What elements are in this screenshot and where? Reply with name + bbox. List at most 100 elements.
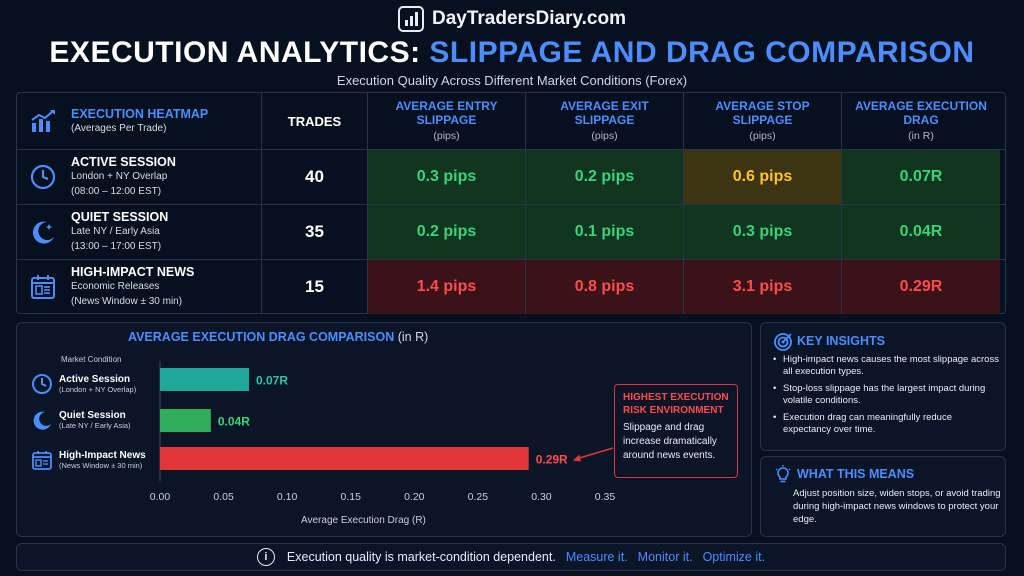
trades-cell: 15: [262, 260, 368, 314]
metric-cell: 0.29R: [842, 260, 1000, 314]
metric-label: AVERAGE EXECUTION: [855, 99, 987, 113]
page-subtitle: Execution Quality Across Different Marke…: [336, 73, 688, 88]
callout-title-line: RISK ENVIRONMENT: [623, 405, 724, 416]
insights-list: High-impact news causes the most slippag…: [773, 354, 1001, 441]
data-label: 0.29R: [536, 453, 568, 467]
row-sub: Economic Releases: [71, 281, 160, 292]
moon-icon: [32, 221, 54, 244]
metric-unit: (pips): [433, 130, 460, 142]
metric-unit: (pips): [749, 130, 776, 142]
metric-label: AVERAGE ENTRY: [395, 99, 498, 113]
chart-trend-icon: [31, 110, 55, 132]
metric-cell: 0.2 pips: [368, 205, 526, 259]
execution-heatmap-table: EXECUTION HEATMAP (Averages Per Trade) T…: [16, 92, 1006, 314]
category-sub: (London + NY Overlap): [59, 385, 137, 394]
brand-name: DayTradersDiary.com: [432, 8, 626, 29]
metric-cell: 0.6 pips: [684, 150, 842, 204]
metric-header-drag: AVERAGE EXECUTION DRAG (in R): [842, 93, 1000, 149]
callout-body-line: around news events.: [623, 450, 716, 461]
row-sub: London + NY Overlap: [71, 171, 168, 182]
metric-label: DRAG: [903, 113, 939, 127]
callout-arrow: [577, 447, 614, 460]
key-insights-panel: KEY INSIGHTS High-impact news causes the…: [760, 322, 1006, 451]
bar: [160, 447, 529, 470]
footer-highlight: Optimize it.: [702, 550, 766, 564]
title-part2: SLIPPAGE AND DRAG COMPARISON: [429, 36, 975, 69]
row-label-cell: HIGH-IMPACT NEWS Economic Releases (News…: [17, 260, 262, 314]
metric-label: AVERAGE EXIT: [560, 99, 649, 113]
row-title: HIGH-IMPACT NEWS: [71, 265, 195, 279]
heatmap-subtitle: (Averages Per Trade): [71, 122, 167, 134]
metric-header-entry: AVERAGE ENTRY SLIPPAGE (pips): [368, 93, 526, 149]
metric-cell: 0.2 pips: [526, 150, 684, 204]
what-this-means-title: WHAT THIS MEANS: [797, 467, 915, 481]
category-title: Quiet Session: [59, 410, 126, 421]
metric-cell: 0.3 pips: [368, 150, 526, 204]
metric-label: SLIPPAGE: [732, 113, 793, 127]
what-this-means-body: Adjust position size, widen stops, or av…: [793, 488, 1001, 525]
x-tick-label: 0.05: [213, 491, 234, 503]
risk-callout: HIGHEST EXECUTION RISK ENVIRONMENT Slipp…: [614, 384, 738, 478]
chart-title-suffix: (in R): [397, 330, 429, 344]
info-icon: i: [256, 548, 275, 566]
metric-unit: (pips): [591, 130, 618, 142]
row-label-cell: QUIET SESSION Late NY / Early Asia (13:0…: [17, 205, 262, 259]
footer-lead: Execution quality is market-condition de…: [286, 550, 556, 564]
metric-cell: 0.8 pips: [526, 260, 684, 314]
row-sub: (08:00 – 12:00 EST): [71, 186, 162, 197]
data-label: 0.07R: [256, 374, 288, 388]
metric-label: SLIPPAGE: [574, 113, 635, 127]
drag-comparison-chart-panel: AVERAGE EXECUTION DRAG COMPARISON (in R)…: [16, 322, 752, 537]
bar-chart-logo-icon: [398, 6, 424, 32]
clock-icon: [32, 374, 52, 394]
table-row: ACTIVE SESSION London + NY Overlap (08:0…: [17, 150, 1005, 205]
target-icon: [774, 333, 792, 351]
calendar-icon: [31, 275, 55, 299]
callout-title-line: HIGHEST EXECUTION: [623, 392, 729, 403]
list-item: High-impact news causes the most slippag…: [773, 354, 1001, 378]
bar: [160, 368, 249, 391]
heatmap-header-cell: EXECUTION HEATMAP (Averages Per Trade): [17, 93, 262, 149]
brand-header: DayTradersDiary.com: [0, 6, 1024, 32]
page-title: EXECUTION ANALYTICS: SLIPPAGE AND DRAG C…: [0, 36, 1024, 70]
footer-banner: i Execution quality is market-condition …: [16, 543, 1006, 571]
category-sub: (News Window ± 30 min): [59, 461, 143, 470]
category-label: High-Impact News (News Window ± 30 min): [31, 449, 146, 471]
metric-cell: 0.3 pips: [684, 205, 842, 259]
category-sub: (Late NY / Early Asia): [59, 421, 131, 430]
metric-header-exit: AVERAGE EXIT SLIPPAGE (pips): [526, 93, 684, 149]
category-label: Active Session (London + NY Overlap): [31, 373, 136, 395]
trades-header: TRADES: [262, 93, 368, 149]
moon-icon: [33, 411, 51, 430]
lightbulb-icon: [775, 465, 791, 483]
footer-highlight: Measure it.: [565, 550, 628, 564]
metric-cell: 1.4 pips: [368, 260, 526, 314]
metric-cell: 0.07R: [842, 150, 1000, 204]
metric-label: SLIPPAGE: [416, 113, 477, 127]
metric-unit: (in R): [908, 130, 934, 142]
footer-highlight: Monitor it.: [637, 550, 693, 564]
x-tick-label: 0.15: [340, 491, 361, 503]
chart-title: AVERAGE EXECUTION DRAG COMPARISON (in R): [128, 330, 428, 344]
trades-cell: 35: [262, 205, 368, 259]
metric-cell: 0.04R: [842, 205, 1000, 259]
x-tick-label: 0.30: [531, 491, 552, 503]
clock-icon: [30, 164, 56, 190]
row-sub: (13:00 – 17:00 EST): [71, 241, 162, 252]
category-title: High-Impact News: [59, 450, 146, 461]
drag-bar-chart: 0.07R 0.04R 0.29R 0.00 0.05 0.10 0.15 0.20 0.25 0…: [150, 361, 616, 503]
heatmap-title: EXECUTION HEATMAP: [71, 106, 209, 121]
category-axis-title: Market Condition: [61, 355, 122, 364]
metric-header-stop: AVERAGE STOP SLIPPAGE (pips): [684, 93, 842, 149]
metric-cell: 0.1 pips: [526, 205, 684, 259]
row-sub: Late NY / Early Asia: [71, 226, 160, 237]
what-this-means-panel: WHAT THIS MEANS Adjust position size, wi…: [760, 456, 1006, 537]
category-label: Quiet Session (Late NY / Early Asia): [31, 409, 131, 431]
table-header-row: EXECUTION HEATMAP (Averages Per Trade) T…: [17, 93, 1005, 150]
x-tick-label: 0.25: [468, 491, 489, 503]
x-tick-label: 0.35: [595, 491, 616, 503]
x-tick-label: 0.00: [150, 491, 171, 503]
x-tick-label: 0.10: [277, 491, 298, 503]
row-title: ACTIVE SESSION: [71, 155, 176, 169]
row-title: QUIET SESSION: [71, 210, 169, 224]
